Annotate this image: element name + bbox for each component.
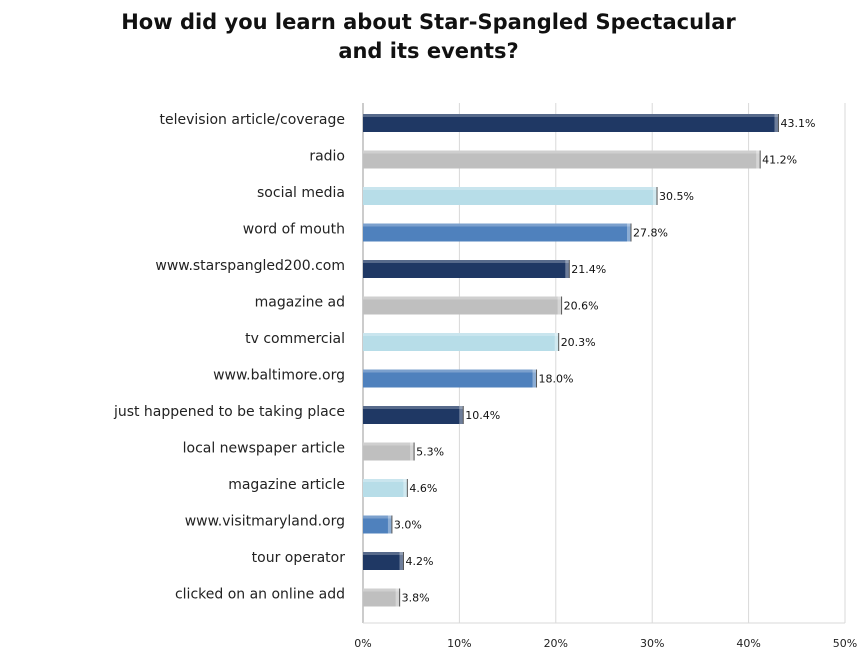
data-label: 4.2% (405, 555, 433, 568)
bar-end-cap (554, 333, 559, 351)
chart-title: How did you learn about Star-Spangled Sp… (0, 8, 857, 66)
bar-highlight (363, 406, 464, 409)
category-label: television article/coverage (160, 112, 345, 128)
bar-body (363, 442, 415, 461)
category-label: word of mouth (243, 222, 345, 238)
bar (363, 150, 761, 169)
category-label: www.visitmaryland.org (185, 514, 345, 530)
bar-end-cap (399, 552, 404, 570)
category-label: clicked on an online add (175, 587, 345, 603)
category-label: local newspaper article (183, 441, 345, 457)
bar-highlight (363, 296, 562, 300)
bar (363, 333, 560, 351)
data-label: 27.8% (633, 227, 668, 240)
category-label: magazine ad (255, 295, 345, 311)
labels: 0% 10% 20% 30% 40% 50% television article/cove… (113, 112, 857, 650)
bar-body (363, 187, 658, 205)
x-tick-label: 10% (447, 637, 471, 650)
bar (363, 588, 401, 607)
x-tick-label: 0% (354, 637, 371, 650)
bar (363, 223, 632, 242)
bar-end-cap (756, 150, 761, 169)
gridlines (362, 103, 846, 624)
bar-end-cap (403, 479, 408, 497)
bar-end-cap (653, 187, 658, 205)
bar-highlight (363, 588, 400, 592)
bar-body (363, 406, 464, 424)
data-label: 5.3% (416, 446, 444, 459)
bar (363, 369, 538, 388)
bar-body (363, 223, 631, 242)
bar-highlight (363, 333, 559, 336)
data-label: 18.0% (539, 373, 574, 386)
bar-highlight (363, 223, 631, 227)
chart-title-line-1: How did you learn about Star-Spangled Sp… (121, 10, 736, 34)
bar-body (363, 552, 404, 570)
bar-highlight (363, 515, 392, 519)
bar (363, 515, 393, 534)
bar (363, 442, 415, 461)
bar-end-cap (532, 369, 537, 388)
x-tick-label: 30% (640, 637, 664, 650)
bar (363, 296, 563, 315)
x-tick-label: 50% (833, 637, 857, 650)
category-label: social media (257, 185, 345, 201)
bar-end-cap (387, 515, 392, 534)
data-label: 43.1% (780, 117, 815, 130)
bar-highlight (363, 260, 570, 263)
category-label: tv commercial (245, 331, 345, 347)
bar-end-cap (565, 260, 570, 278)
bar (363, 406, 464, 424)
data-label: 4.6% (409, 482, 437, 495)
bar-highlight (363, 369, 537, 373)
bar-highlight (363, 150, 761, 154)
data-label: 10.4% (465, 409, 500, 422)
category-label: tour operator (252, 550, 346, 566)
bar-body (363, 333, 559, 351)
bar-highlight (363, 552, 404, 555)
bar-body (363, 150, 761, 169)
bar (363, 479, 408, 497)
bar-end-cap (774, 114, 779, 132)
bar-end-cap (410, 442, 415, 461)
data-label: 3.0% (394, 519, 422, 532)
category-label: www.baltimore.org (213, 368, 345, 384)
bar-body (363, 296, 562, 315)
category-label: just happened to be taking place (113, 404, 345, 420)
x-tick-label: 20% (544, 637, 568, 650)
data-label: 30.5% (659, 190, 694, 203)
bar-body (363, 369, 537, 388)
bar-end-cap (459, 406, 464, 424)
bar (363, 114, 779, 132)
bar-body (363, 260, 570, 278)
x-tick-label: 40% (736, 637, 760, 650)
bar-highlight (363, 114, 779, 117)
bar (363, 260, 570, 278)
category-label: www.starspangled200.com (155, 258, 345, 274)
category-label: radio (309, 149, 345, 165)
bar-body (363, 479, 408, 497)
bar-highlight (363, 479, 408, 482)
data-label: 3.8% (402, 592, 430, 605)
category-label: magazine article (228, 477, 345, 493)
bar-end-cap (626, 223, 631, 242)
bar-end-cap (395, 588, 400, 607)
data-label: 20.3% (561, 336, 596, 349)
data-label: 41.2% (762, 154, 797, 167)
bar-body (363, 515, 392, 534)
bar (363, 552, 404, 570)
bar-highlight (363, 442, 415, 446)
bar-body (363, 588, 400, 607)
bars (363, 114, 779, 607)
bar-highlight (363, 187, 658, 190)
data-label: 20.6% (564, 300, 599, 313)
chart-title-line-2: and its events? (338, 39, 519, 63)
data-label: 21.4% (571, 263, 606, 276)
bar-body (363, 114, 779, 132)
bar-end-cap (557, 296, 562, 315)
bar (363, 187, 658, 205)
